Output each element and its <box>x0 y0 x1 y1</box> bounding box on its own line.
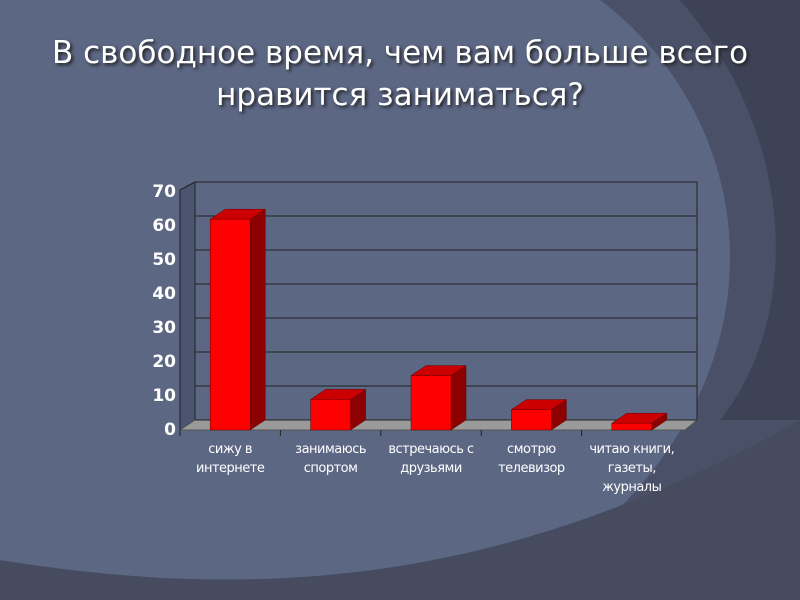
chart-title: В свободное время, чем вам больше всего … <box>51 35 749 113</box>
y-tick-label: 40 <box>152 284 176 304</box>
bar-front <box>310 399 351 431</box>
y-tick-label: 30 <box>152 318 176 338</box>
y-tick-label: 20 <box>152 352 176 372</box>
y-tick-label: 70 <box>152 182 176 202</box>
x-tick-label: сижу в интернете <box>196 442 265 476</box>
bar <box>309 388 367 431</box>
y-tick-label: 0 <box>164 420 176 440</box>
bar-front <box>209 218 251 431</box>
y-tick-label: 10 <box>152 386 176 406</box>
x-tick-label: встречаюсь с друзьями <box>388 442 474 476</box>
bar <box>610 412 668 431</box>
side-wall <box>179 181 196 431</box>
y-tick-label: 60 <box>152 216 176 236</box>
bar-side <box>249 208 266 431</box>
x-tick-label: смотрю телевизор <box>498 442 565 476</box>
bar-front <box>410 375 452 431</box>
y-tick-label: 50 <box>152 250 176 270</box>
bar <box>209 208 267 431</box>
x-tick-label: занимаюсь спортом <box>295 442 367 476</box>
bar <box>510 399 568 431</box>
bar <box>410 365 467 431</box>
bar-front <box>511 409 552 431</box>
x-tick-label: читаю книги, газеты, журналы <box>589 442 675 495</box>
bar-front <box>611 422 653 431</box>
bar-side <box>450 365 467 431</box>
